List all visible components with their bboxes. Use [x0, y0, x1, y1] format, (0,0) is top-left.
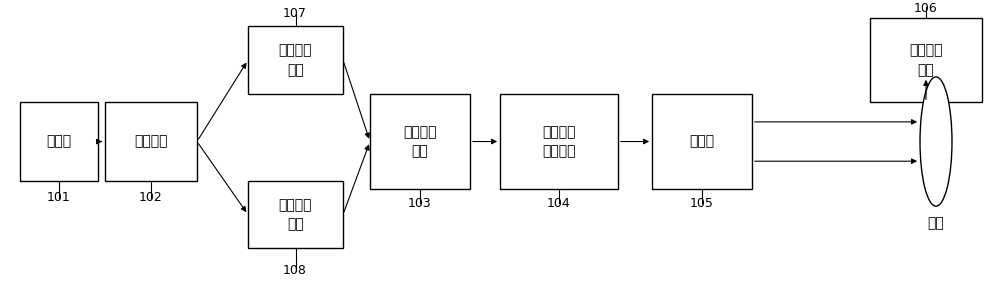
Text: 离子源: 离子源 — [46, 135, 72, 149]
Text: 引出系统: 引出系统 — [134, 135, 168, 149]
Ellipse shape — [920, 77, 952, 206]
Text: 晶圆: 晶圆 — [928, 216, 944, 230]
Text: 第二二极
磁铁: 第二二极 磁铁 — [279, 198, 312, 231]
Bar — [652, 94, 752, 189]
Text: 108: 108 — [283, 264, 307, 277]
Bar — [105, 102, 197, 181]
Text: 104: 104 — [547, 197, 571, 210]
Bar — [870, 18, 982, 102]
Text: 102: 102 — [139, 191, 163, 204]
Text: 第一二极
磁铁: 第一二极 磁铁 — [279, 43, 312, 77]
Bar — [248, 26, 343, 94]
Text: 校准器: 校准器 — [689, 135, 715, 149]
Text: 101: 101 — [47, 191, 71, 204]
Text: 106: 106 — [914, 2, 938, 15]
Bar — [370, 94, 470, 189]
Text: 束流均匀
度控制器: 束流均匀 度控制器 — [542, 125, 576, 158]
Bar — [248, 181, 343, 248]
Text: 束流测量
设备: 束流测量 设备 — [909, 43, 943, 77]
Text: 107: 107 — [283, 7, 307, 20]
Text: 103: 103 — [408, 197, 432, 210]
Text: 质量分析
磁铁: 质量分析 磁铁 — [403, 125, 437, 158]
Bar — [500, 94, 618, 189]
Bar — [20, 102, 98, 181]
Text: 105: 105 — [690, 197, 714, 210]
